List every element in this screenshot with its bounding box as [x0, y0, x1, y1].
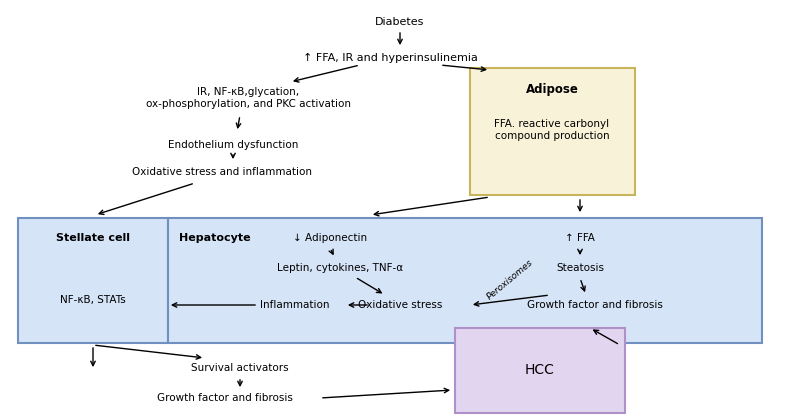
Text: Growth factor and fibrosis: Growth factor and fibrosis [527, 300, 663, 310]
Text: IR, NF-κB,glycation,
ox-phosphorylation, and PKC activation: IR, NF-κB,glycation, ox-phosphorylation,… [146, 87, 350, 109]
Text: Diabetes: Diabetes [375, 17, 425, 27]
Text: Stellate cell: Stellate cell [56, 233, 130, 243]
Text: Adipose: Adipose [526, 84, 578, 97]
Text: Growth factor and fibrosis: Growth factor and fibrosis [157, 393, 293, 403]
Text: Oxidative stress and inflammation: Oxidative stress and inflammation [132, 167, 312, 177]
Text: Peroxisomes: Peroxisomes [485, 258, 535, 302]
Bar [455, 328, 625, 413]
Text: ↓ Adiponectin: ↓ Adiponectin [293, 233, 367, 243]
Text: ↑ FFA, IR and hyperinsulinemia: ↑ FFA, IR and hyperinsulinemia [302, 53, 478, 63]
Text: ↑ FFA: ↑ FFA [565, 233, 595, 243]
Bar [18, 218, 168, 343]
Text: HCC: HCC [525, 363, 555, 377]
Text: Endothelium dysfunction: Endothelium dysfunction [168, 140, 298, 150]
Text: Steatosis: Steatosis [556, 263, 604, 273]
Text: NF-κB, STATs: NF-κB, STATs [60, 295, 126, 305]
Bar [168, 218, 762, 343]
Text: Inflammation: Inflammation [260, 300, 330, 310]
Text: Survival activators: Survival activators [191, 363, 289, 373]
Text: Oxidative stress: Oxidative stress [358, 300, 442, 310]
Text: Leptin, cytokines, TNF-α: Leptin, cytokines, TNF-α [277, 263, 403, 273]
Text: FFA. reactive carbonyl
compound production: FFA. reactive carbonyl compound producti… [494, 119, 610, 141]
Bar [470, 68, 635, 195]
Text: Hepatocyte: Hepatocyte [179, 233, 251, 243]
